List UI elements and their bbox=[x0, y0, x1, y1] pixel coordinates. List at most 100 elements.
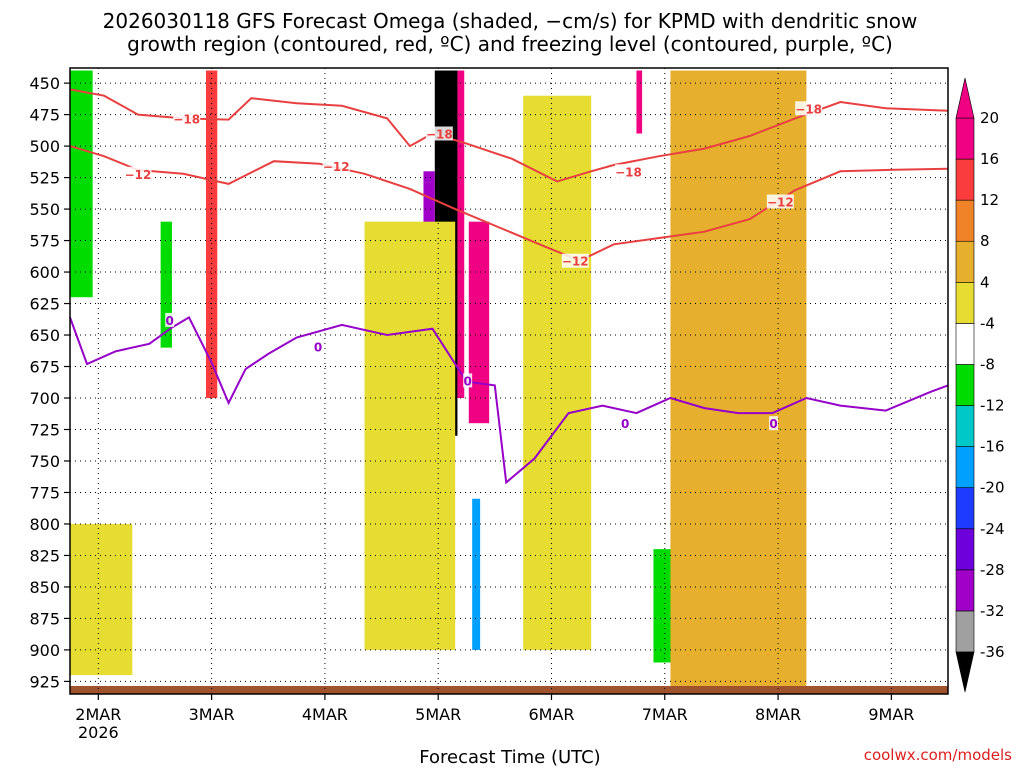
x-tick-label-5: 6MAR bbox=[528, 705, 574, 724]
y-tick-label-850: 850 bbox=[29, 578, 60, 597]
colorbar-band-9 bbox=[955, 282, 975, 324]
contour-line-2 bbox=[69, 88, 949, 183]
omega-region-19 bbox=[523, 95, 592, 650]
contour-label-bg-13 bbox=[769, 416, 779, 431]
terrain-surface bbox=[70, 686, 948, 694]
colorbar-label-4: -24 bbox=[980, 520, 1005, 538]
colorbar: -36 -32 -28 -24 -20 -16 -12 -8 -4 4 8 12 16 20 bbox=[955, 77, 1005, 693]
contour-labels: −18 −18 −18 −18 −12 −12 −12 −12 0 0 0 0 0 bbox=[124, 101, 823, 431]
contour-label-12: 0 bbox=[621, 417, 629, 431]
x-tick-label-7: 8MAR bbox=[755, 705, 801, 724]
contour-label-3: −18 bbox=[615, 165, 642, 179]
colorbar-label-6: -16 bbox=[980, 438, 1005, 456]
x-tick-label-6: 7MAR bbox=[642, 705, 688, 724]
colorbar-band-3 bbox=[955, 528, 975, 571]
contour-label-11: 0 bbox=[463, 374, 471, 388]
contour-label-8: −12 bbox=[767, 196, 794, 210]
plot-frame bbox=[69, 67, 949, 695]
contour-label-bg-12 bbox=[620, 416, 630, 431]
colorbar-band-8 bbox=[955, 323, 975, 365]
contour-label-bg-3 bbox=[615, 164, 643, 179]
omega-region-8 bbox=[636, 70, 643, 134]
y-tick-label-550: 550 bbox=[29, 200, 60, 219]
colorbar-band-6 bbox=[955, 405, 975, 447]
x-axis-label: Forecast Time (UTC) bbox=[419, 747, 600, 768]
colorbar-label-5: -20 bbox=[980, 479, 1005, 497]
x-tick-label-1: 2MAR bbox=[75, 705, 121, 724]
omega-region-17 bbox=[70, 523, 133, 676]
y-tick-label-500: 500 bbox=[29, 137, 60, 156]
y-tick-label-875: 875 bbox=[29, 609, 60, 628]
y-tick-label-450: 450 bbox=[29, 74, 60, 93]
chart-title-line-1: 2026030118 GFS Forecast Omega (shaded, −… bbox=[103, 9, 918, 33]
contour-label-7: −12 bbox=[562, 255, 589, 269]
colorbar-label-13: 16 bbox=[980, 150, 999, 168]
colorbar-label-10: 4 bbox=[980, 273, 990, 291]
y-tick-label-600: 600 bbox=[29, 263, 60, 282]
contour-label-bg-4 bbox=[795, 101, 823, 116]
contour-label-13: 0 bbox=[769, 417, 777, 431]
colorbar-label-14: 20 bbox=[980, 109, 999, 127]
omega-region-7 bbox=[472, 498, 481, 650]
contour-label-bg-11 bbox=[463, 373, 473, 388]
omega-region-13 bbox=[70, 70, 93, 298]
omega-region-14 bbox=[160, 221, 172, 348]
contour-label-bg-1 bbox=[173, 111, 201, 126]
colorbar-band-7 bbox=[955, 364, 975, 406]
y-tick-label-475: 475 bbox=[29, 106, 60, 125]
contour-label-2: −18 bbox=[426, 127, 453, 141]
y-tick-label-725: 725 bbox=[29, 420, 60, 439]
plot-background bbox=[70, 68, 948, 694]
colorbar-band-13 bbox=[955, 117, 975, 160]
colorbar-band-5 bbox=[955, 446, 975, 488]
contour-label-bg-6 bbox=[322, 159, 350, 174]
y-tick-label-700: 700 bbox=[29, 389, 60, 408]
y-tick-label-525: 525 bbox=[29, 169, 60, 188]
contour-label-bg-5 bbox=[124, 166, 152, 181]
y-tick-label-800: 800 bbox=[29, 515, 60, 534]
y-tick-label-900: 900 bbox=[29, 641, 60, 660]
x-tick-label-3: 4MAR bbox=[302, 705, 348, 724]
contour-line-3 bbox=[69, 315, 949, 485]
colorbar-label-2: -32 bbox=[980, 602, 1005, 620]
x-tick-label-8: 9MAR bbox=[868, 705, 914, 724]
y-axis: 450 475 500 525 550 575 600 625 650 675 700 725 750 7… bbox=[29, 74, 70, 691]
x-tick-label-2: 3MAR bbox=[189, 705, 235, 724]
y-tick-label-750: 750 bbox=[29, 452, 60, 471]
contour-label-bg-9 bbox=[165, 312, 175, 327]
colorbar-max-arrow bbox=[955, 77, 975, 119]
omega-region-20 bbox=[670, 70, 807, 688]
y-tick-label-825: 825 bbox=[29, 546, 60, 565]
y-tick-label-775: 775 bbox=[29, 483, 60, 502]
contour-label-bg-8 bbox=[766, 194, 794, 209]
contour-label-bg-7 bbox=[561, 253, 589, 268]
contour-label-5: −12 bbox=[125, 168, 152, 182]
x-tick-sublabel-1: 2026 bbox=[78, 723, 119, 742]
colorbar-band-11 bbox=[955, 199, 975, 242]
colorbar-label-1: -36 bbox=[980, 643, 1005, 661]
contour-label-bg-2 bbox=[425, 126, 453, 141]
omega-region-6 bbox=[468, 221, 490, 424]
y-tick-label-675: 675 bbox=[29, 358, 60, 377]
colorbar-band-2 bbox=[955, 569, 975, 612]
contour-label-1: −18 bbox=[173, 112, 200, 126]
colorbar-label-3: -28 bbox=[980, 561, 1005, 579]
omega-region-18 bbox=[364, 221, 456, 650]
colorbar-label-12: 12 bbox=[980, 191, 999, 209]
colorbar-band-4 bbox=[955, 487, 975, 530]
contour-label-bg-10 bbox=[313, 339, 323, 354]
credit-link[interactable]: coolwx.com/models bbox=[864, 746, 1012, 764]
y-tick-label-575: 575 bbox=[29, 232, 60, 251]
contour-label-4: −18 bbox=[795, 102, 822, 116]
chart-title-line-2: growth region (contoured, red, ºC) and f… bbox=[127, 32, 893, 56]
colorbar-min-arrow bbox=[955, 651, 975, 693]
colorbar-label-11: 8 bbox=[980, 232, 990, 250]
contour-label-9: 0 bbox=[166, 314, 174, 328]
colorbar-band-10 bbox=[955, 240, 975, 283]
contour-label-10: 0 bbox=[314, 340, 322, 354]
y-tick-label-625: 625 bbox=[29, 295, 60, 314]
y-tick-label-650: 650 bbox=[29, 326, 60, 345]
colorbar-label-8: -8 bbox=[980, 355, 995, 373]
